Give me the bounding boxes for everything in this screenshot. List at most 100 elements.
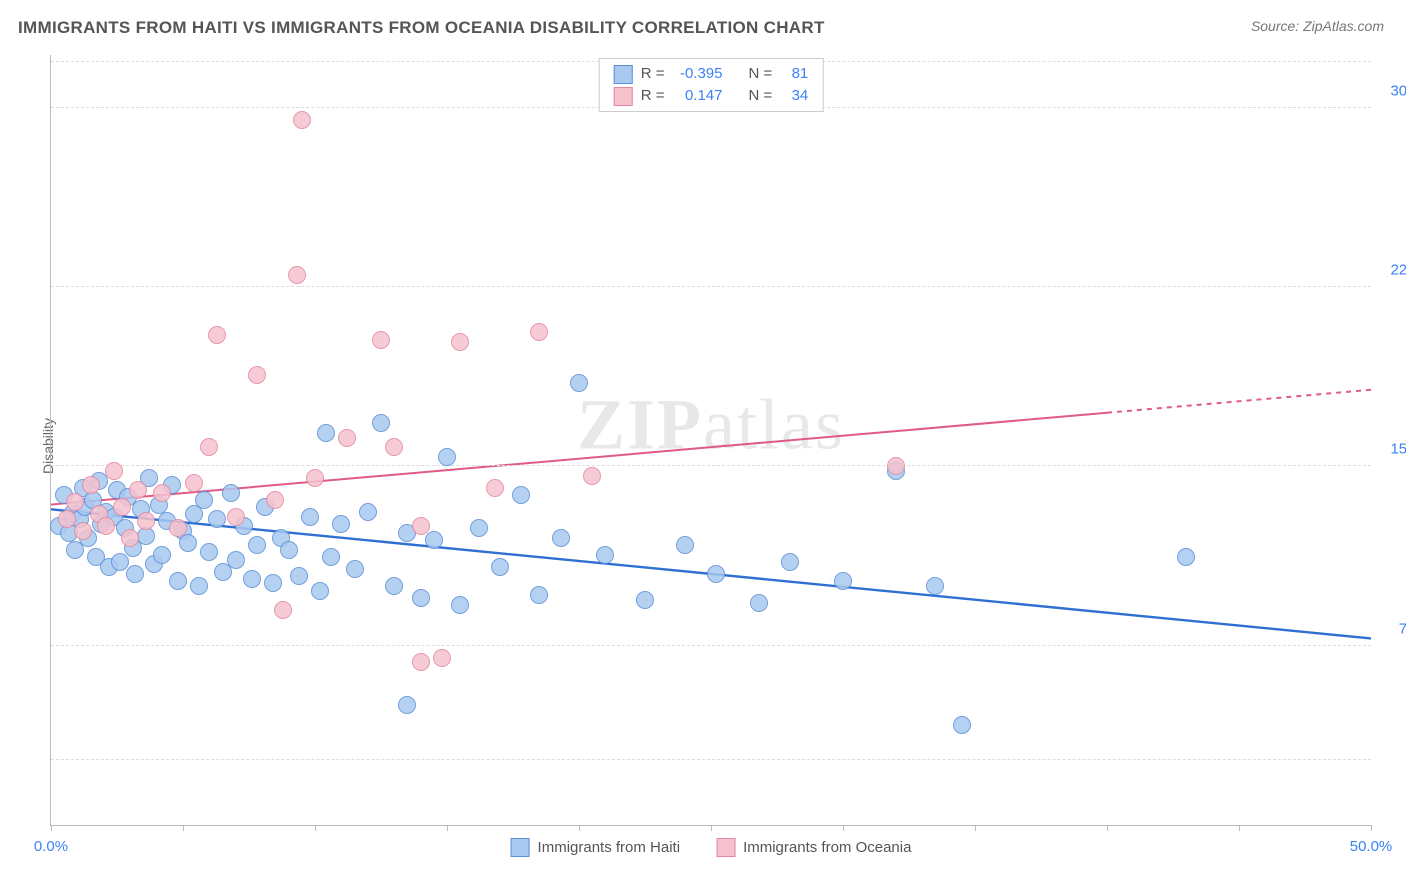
haiti-point [200,543,218,561]
haiti-point [190,577,208,595]
oceania-point [121,529,139,547]
legend-swatch [511,838,530,857]
haiti-point [126,565,144,583]
oceania-point [433,649,451,667]
chart-title: IMMIGRANTS FROM HAITI VS IMMIGRANTS FROM… [18,18,825,38]
haiti-point [750,594,768,612]
n-value: 34 [780,85,808,107]
haiti-point [208,510,226,528]
oceania-point [583,467,601,485]
haiti-point [111,553,129,571]
haiti-point [530,586,548,604]
legend-swatch [614,65,633,84]
r-label: R = [641,63,665,85]
gridline-h [51,465,1371,466]
r-value: -0.395 [673,63,723,85]
scatter-plot: ZIPatlas R =-0.395N =81R =0.147N =34 Imm… [50,55,1371,826]
haiti-point [470,519,488,537]
y-tick-label: 30.0% [1390,82,1406,99]
watermark: ZIPatlas [577,383,845,466]
oceania-point [306,469,324,487]
x-tick-label: 0.0% [34,838,68,855]
haiti-point [570,374,588,392]
n-value: 81 [780,63,808,85]
oceania-point [97,517,115,535]
haiti-point [707,565,725,583]
oceania-point [105,462,123,480]
legend-label: Immigrants from Oceania [743,839,911,856]
haiti-point [248,536,266,554]
gridline-h [51,759,1371,760]
haiti-point [425,531,443,549]
oceania-point [82,476,100,494]
legend-swatch [716,838,735,857]
legend-label: Immigrants from Haiti [538,839,681,856]
haiti-point [317,424,335,442]
gridline-h [51,645,1371,646]
haiti-point [372,414,390,432]
haiti-point [153,546,171,564]
oceania-point [208,326,226,344]
haiti-point [385,577,403,595]
oceania-point [66,493,84,511]
haiti-point [953,716,971,734]
haiti-point [243,570,261,588]
n-label: N = [749,63,773,85]
y-tick-label: 22.5% [1390,261,1406,278]
haiti-point [179,534,197,552]
x-tick [975,825,976,831]
haiti-point [596,546,614,564]
oceania-point [372,331,390,349]
haiti-point [926,577,944,595]
x-tick [447,825,448,831]
haiti-point [332,515,350,533]
haiti-point [834,572,852,590]
gridline-h [51,286,1371,287]
oceania-point [293,111,311,129]
oceania-point [274,601,292,619]
oceania-point [74,522,92,540]
haiti-point [398,696,416,714]
oceania-point [58,510,76,528]
x-tick [1371,825,1372,831]
haiti-point [438,448,456,466]
r-label: R = [641,85,665,107]
y-tick-label: 15.0% [1390,441,1406,458]
oceania-point [266,491,284,509]
haiti-point [264,574,282,592]
oceania-point [385,438,403,456]
oceania-point [530,323,548,341]
x-tick-label: 50.0% [1350,838,1393,855]
haiti-point [346,560,364,578]
legend-item: Immigrants from Oceania [716,838,911,857]
correlation-stats-legend: R = -0.395 N = 81R = 0.147 N = 34 [599,58,824,112]
oceania-point [412,517,430,535]
x-tick [1107,825,1108,831]
haiti-point [322,548,340,566]
x-tick [51,825,52,831]
oceania-point [887,457,905,475]
oceania-point [113,498,131,516]
haiti-point [290,567,308,585]
x-tick [1239,825,1240,831]
x-tick [183,825,184,831]
oceania-point [486,479,504,497]
oceania-point [412,653,430,671]
haiti-point [359,503,377,521]
oceania-point [169,519,187,537]
oceania-point [200,438,218,456]
haiti-point [1177,548,1195,566]
haiti-point [280,541,298,559]
legend-swatch [614,87,633,106]
stats-legend-row: R = -0.395 N = 81 [614,63,809,85]
haiti-point [169,572,187,590]
r-value: 0.147 [673,85,723,107]
haiti-point [412,589,430,607]
haiti-point [301,508,319,526]
haiti-point [227,551,245,569]
x-tick [843,825,844,831]
haiti-point [636,591,654,609]
haiti-point [781,553,799,571]
oceania-point [137,512,155,530]
source-attribution: Source: ZipAtlas.com [1251,18,1384,34]
